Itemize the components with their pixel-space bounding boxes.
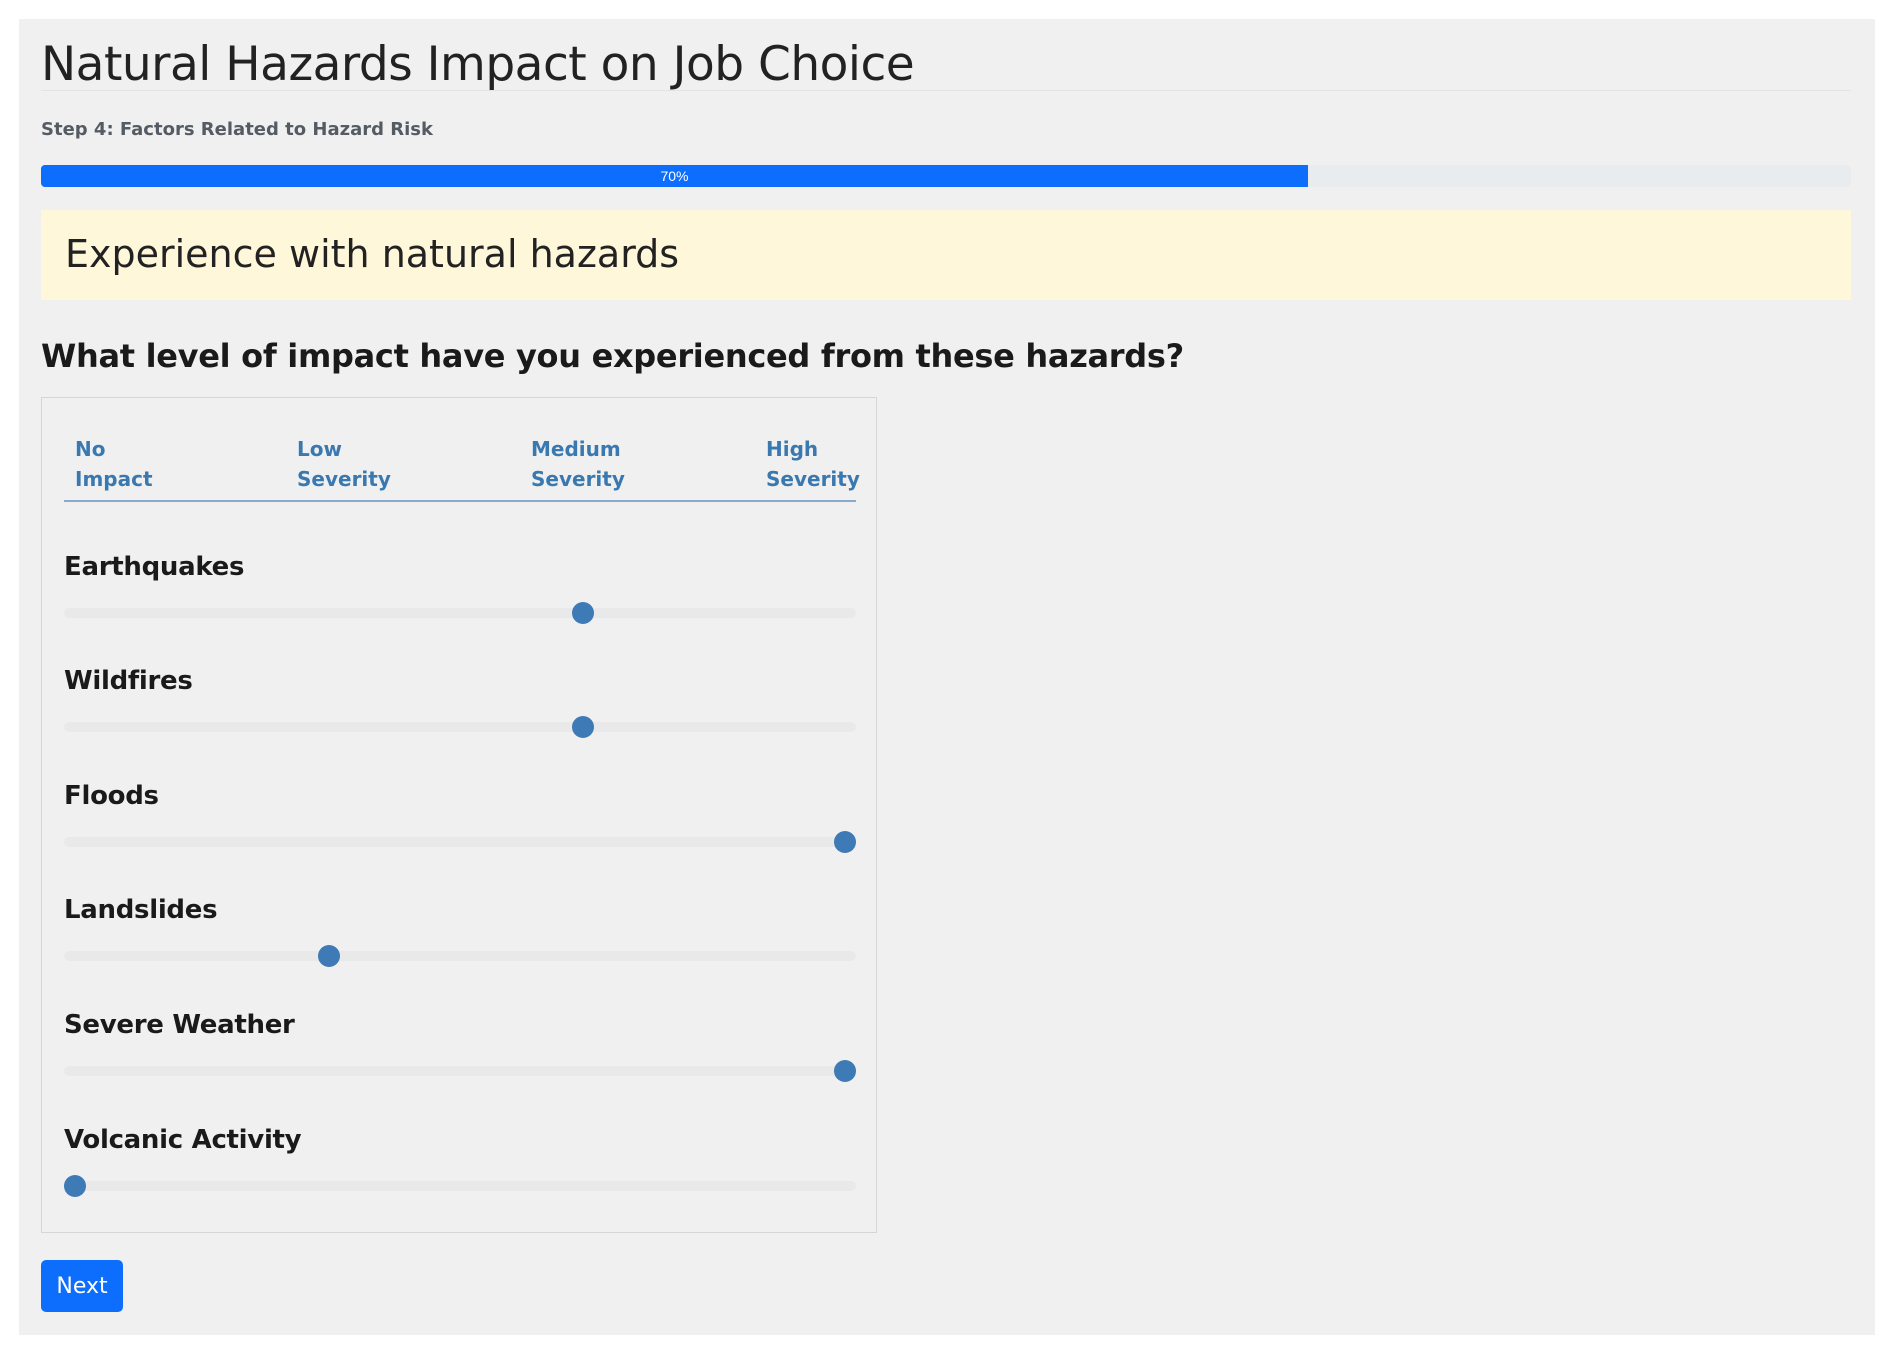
scale-label-line: High: [766, 437, 819, 461]
hazard-label: Landslides: [64, 895, 218, 925]
scale-label-line: Medium: [531, 437, 621, 461]
slider-thumb[interactable]: [572, 716, 595, 738]
scale-label-line: Impact: [75, 467, 153, 491]
hazard-label: Floods: [64, 781, 159, 811]
scale-label-line: Severity: [531, 467, 625, 491]
survey-page: Natural Hazards Impact on Job Choice Ste…: [19, 19, 1875, 1335]
wildfires-slider[interactable]: [64, 722, 856, 732]
scale-header: No Impact Low Severity Medium Severity H…: [64, 428, 860, 502]
question-text: What level of impact have you experience…: [41, 337, 1184, 375]
hazard-label: Severe Weather: [64, 1010, 295, 1040]
scale-label-line: Severity: [297, 467, 391, 491]
title-divider: [41, 90, 1851, 91]
progress-label: 70%: [660, 168, 689, 184]
slider-thumb[interactable]: [572, 602, 595, 624]
progress-bar: 70%: [41, 165, 1851, 187]
severe-weather-slider[interactable]: [64, 1066, 856, 1076]
landslides-slider[interactable]: [64, 951, 856, 961]
scale-label-low-severity: Low Severity: [297, 434, 391, 494]
hazard-label: Wildfires: [64, 666, 193, 696]
slider-thumb[interactable]: [834, 831, 856, 853]
scale-label-line: Severity: [766, 467, 860, 491]
slider-thumb[interactable]: [834, 1060, 856, 1082]
next-button[interactable]: Next: [41, 1260, 123, 1312]
slider-thumb[interactable]: [64, 1175, 86, 1197]
scale-label-no-impact: No Impact: [75, 434, 153, 494]
volcanic-activity-slider[interactable]: [64, 1181, 856, 1191]
scale-label-line: Low: [297, 437, 342, 461]
scale-label-medium-severity: Medium Severity: [531, 434, 625, 494]
hazard-label: Volcanic Activity: [64, 1125, 302, 1155]
hazard-row-severe-weather: Severe Weather: [64, 1010, 856, 1124]
hazard-row-wildfires: Wildfires: [64, 666, 856, 780]
hazard-row-landslides: Landslides: [64, 895, 856, 1009]
progress-fill: 70%: [41, 165, 1308, 187]
floods-slider[interactable]: [64, 837, 856, 847]
hazard-row-floods: Floods: [64, 781, 856, 895]
hazard-label: Earthquakes: [64, 552, 245, 582]
hazard-row-earthquakes: Earthquakes: [64, 552, 856, 666]
scale-label-line: No: [75, 437, 106, 461]
slider-thumb[interactable]: [318, 945, 341, 967]
earthquakes-slider[interactable]: [64, 608, 856, 618]
hazard-row-volcanic-activity: Volcanic Activity: [64, 1125, 856, 1239]
section-title: Experience with natural hazards: [65, 232, 680, 276]
hazard-rating-matrix: No Impact Low Severity Medium Severity H…: [41, 397, 877, 1233]
scale-label-high-severity: High Severity: [766, 434, 860, 494]
section-banner: Experience with natural hazards: [41, 210, 1851, 300]
page-title: Natural Hazards Impact on Job Choice: [41, 37, 915, 92]
step-label: Step 4: Factors Related to Hazard Risk: [41, 119, 433, 140]
